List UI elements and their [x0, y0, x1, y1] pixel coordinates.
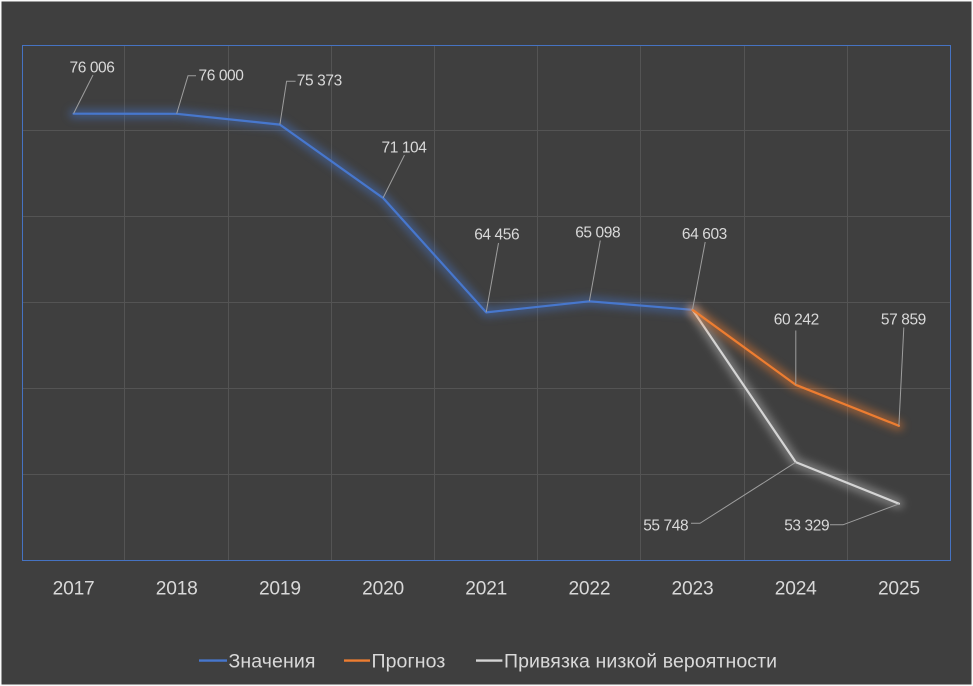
svg-text:2018: 2018 [156, 579, 198, 600]
svg-text:2022: 2022 [568, 579, 610, 600]
svg-text:71 104: 71 104 [381, 140, 427, 157]
svg-text:Привязка низкой вероятности: Привязка низкой вероятности [504, 650, 777, 672]
svg-text:Прогноз: Прогноз [372, 650, 446, 672]
svg-text:57 859: 57 859 [881, 312, 926, 329]
svg-text:64 456: 64 456 [474, 227, 519, 244]
svg-text:75 373: 75 373 [297, 73, 342, 90]
svg-text:2019: 2019 [259, 579, 301, 600]
svg-text:2023: 2023 [672, 579, 714, 600]
svg-text:2017: 2017 [53, 579, 95, 600]
svg-text:Значения: Значения [229, 650, 316, 672]
svg-text:2025: 2025 [878, 579, 920, 600]
svg-text:64 603: 64 603 [682, 226, 727, 243]
svg-text:65 098: 65 098 [575, 224, 620, 241]
svg-text:55 748: 55 748 [643, 517, 688, 534]
svg-text:76 006: 76 006 [69, 59, 114, 76]
svg-text:2021: 2021 [465, 579, 507, 600]
svg-text:2024: 2024 [775, 579, 817, 600]
svg-text:76 000: 76 000 [198, 68, 244, 85]
svg-text:53 329: 53 329 [784, 518, 829, 535]
svg-text:60 242: 60 242 [774, 312, 819, 329]
svg-text:2020: 2020 [362, 579, 404, 600]
